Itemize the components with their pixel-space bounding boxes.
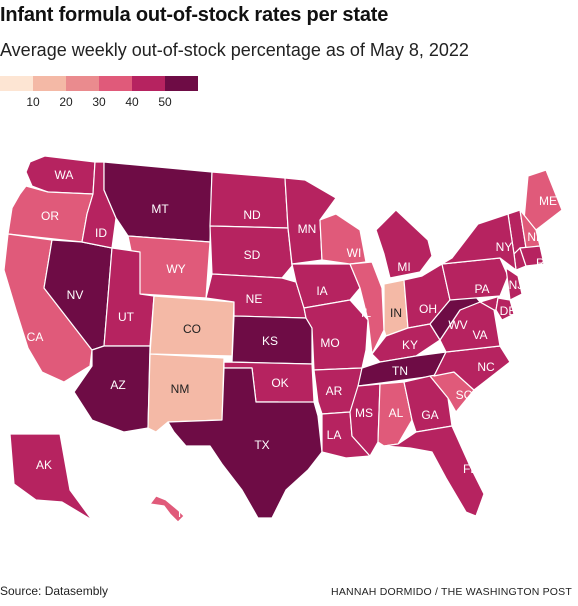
legend-label-40: 40	[125, 95, 139, 109]
state-label-ok: OK	[271, 376, 288, 390]
state-label-tn: TN	[392, 364, 408, 378]
state-nj	[505, 267, 523, 301]
state-label-wv: WV	[448, 318, 467, 332]
state-label-sd: SD	[244, 248, 261, 262]
state-label-wa: WA	[55, 168, 74, 182]
state-il	[349, 261, 385, 355]
legend-swatch-0	[0, 76, 33, 91]
us-choropleth-map: WA OR CA NV ID MT WY UT AZ CO NM ND SD NE KS OK TX MN IA MO…	[3, 155, 563, 523]
state-label-mo: MO	[320, 336, 339, 350]
state-label-mi: MI	[397, 260, 410, 274]
state-label-ga: GA	[421, 408, 438, 422]
legend-swatch-5	[165, 76, 198, 91]
state-ks	[231, 315, 313, 365]
state-label-ca: CA	[27, 330, 44, 344]
state-label-hi: HI	[178, 506, 190, 520]
state-label-tx: TX	[254, 438, 269, 452]
legend-label-50: 50	[158, 95, 172, 109]
state-label-mn: MN	[298, 222, 317, 236]
state-label-pa: PA	[474, 282, 489, 296]
state-fl	[383, 425, 485, 517]
color-legend: 10 20 30 40 50	[0, 76, 200, 116]
state-label-mt: MT	[151, 202, 169, 216]
state-label-ak: AK	[36, 458, 52, 472]
legend-swatch-4	[132, 76, 165, 91]
chart-title: Infant formula out-of-stock rates per st…	[0, 4, 389, 26]
state-label-ut: UT	[118, 310, 135, 324]
state-sd	[209, 225, 293, 279]
state-label-la: LA	[327, 428, 342, 442]
state-label-id: ID	[95, 226, 107, 240]
legend-label-10: 10	[26, 95, 40, 109]
state-label-fl: FL	[463, 462, 477, 476]
state-label-nc: NC	[477, 360, 495, 374]
chart-subtitle: Average weekly out-of-stock percentage a…	[0, 40, 469, 60]
state-hi	[149, 495, 185, 523]
state-label-nd: ND	[243, 208, 261, 222]
state-label-de: DE	[500, 304, 517, 318]
state-ri	[519, 245, 545, 267]
state-label-me: ME	[539, 194, 557, 208]
state-label-al: AL	[389, 406, 404, 420]
state-label-ia: IA	[316, 284, 327, 298]
state-mi	[375, 209, 433, 279]
state-label-ms: MS	[355, 406, 373, 420]
legend-label-30: 30	[92, 95, 106, 109]
legend-swatch-1	[33, 76, 66, 91]
state-label-nh: NH	[527, 230, 544, 244]
state-label-ky: KY	[402, 338, 418, 352]
state-ak	[9, 433, 93, 521]
credit-line: HANNAH DORMIDO / THE WASHINGTON POST	[331, 586, 572, 598]
state-label-ks: KS	[262, 334, 278, 348]
state-ny	[441, 213, 517, 271]
state-label-il: IL	[361, 306, 371, 320]
state-label-az: AZ	[110, 378, 125, 392]
state-label-nv: NV	[67, 288, 84, 302]
state-label-wi: WI	[347, 246, 362, 260]
state-label-ri: RI	[536, 256, 548, 270]
state-label-co: CO	[183, 322, 201, 336]
state-label-in: IN	[390, 306, 402, 320]
legend-label-20: 20	[59, 95, 73, 109]
state-mo	[303, 299, 369, 371]
state-label-va: VA	[472, 328, 487, 342]
legend-swatch-3	[99, 76, 132, 91]
state-label-ne: NE	[246, 292, 263, 306]
state-label-ar: AR	[326, 384, 343, 398]
state-tx	[167, 367, 323, 519]
state-label-wy: WY	[166, 262, 185, 276]
state-label-nm: NM	[171, 382, 190, 396]
legend-swatch-2	[66, 76, 99, 91]
state-label-sc: SC	[456, 388, 473, 402]
state-de	[495, 297, 515, 321]
state-me	[523, 169, 563, 231]
state-label-nj: NJ	[509, 278, 524, 292]
state-label-or: OR	[41, 209, 59, 223]
state-label-ny: NY	[496, 240, 513, 254]
source-note: Source: Datasembly	[0, 584, 109, 598]
state-label-oh: OH	[419, 302, 437, 316]
